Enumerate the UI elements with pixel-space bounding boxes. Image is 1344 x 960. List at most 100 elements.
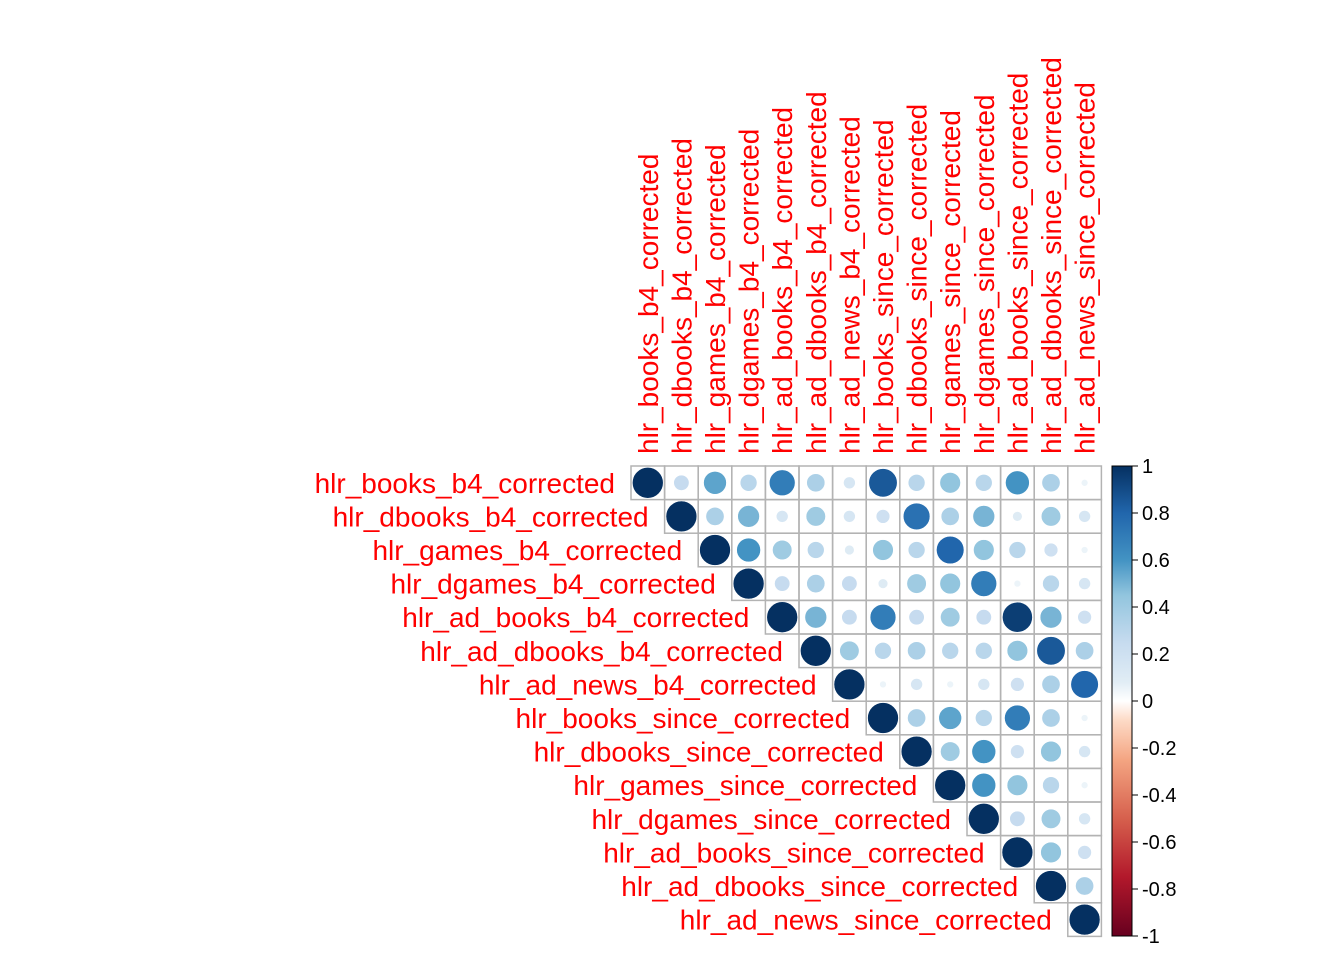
correlation-circle	[907, 708, 927, 728]
row-labels: hlr_books_b4_correctedhlr_dbooks_b4_corr…	[315, 468, 1052, 936]
row-label: hlr_ad_books_b4_corrected	[402, 602, 749, 633]
correlation-circle	[934, 769, 966, 801]
row-label: hlr_dgames_b4_corrected	[390, 569, 715, 600]
correlation-circle	[975, 474, 993, 492]
correlation-circle	[910, 678, 923, 691]
column-label: hlr_games_b4_corrected	[700, 144, 731, 454]
correlation-circle	[1040, 808, 1062, 829]
correlation-circle	[1006, 774, 1029, 796]
correlation-circle	[775, 510, 789, 523]
correlation-circle	[1042, 776, 1060, 794]
column-label: hlr_games_since_corrected	[935, 110, 966, 454]
correlation-circle	[1012, 511, 1023, 522]
correlation-circle	[940, 506, 960, 526]
column-label: hlr_ad_books_since_corrected	[1002, 73, 1033, 454]
correlation-circle	[1040, 506, 1062, 527]
correlation-circle	[1006, 640, 1029, 662]
correlation-circle	[946, 680, 954, 689]
row-label: hlr_ad_news_b4_corrected	[479, 669, 817, 700]
correlation-circle	[705, 506, 725, 526]
correlation-circle	[841, 575, 858, 592]
correlation-circle	[869, 603, 897, 631]
correlation-circle	[1078, 577, 1091, 590]
correlation-circles	[632, 467, 1101, 936]
correlation-circle	[1010, 744, 1025, 759]
row-label: hlr_ad_dbooks_since_corrected	[621, 871, 1018, 902]
correlation-circle	[833, 668, 866, 701]
correlation-circle	[900, 735, 933, 768]
row-label: hlr_ad_news_since_corrected	[680, 905, 1052, 936]
correlation-circle	[804, 605, 828, 629]
correlation-circle	[1078, 745, 1091, 758]
colorbar-tick-label: -0.6	[1142, 832, 1176, 854]
correlation-circle	[739, 474, 758, 492]
correlation-circle	[1077, 845, 1092, 860]
column-labels: hlr_books_b4_corrected hlr_dbooks_b4_corr…	[633, 57, 1101, 454]
correlation-circle	[874, 642, 892, 660]
correlation-circle	[699, 534, 731, 566]
correlation-circle	[768, 469, 796, 497]
correlation-circle	[1075, 641, 1095, 661]
correlation-circle	[907, 641, 927, 661]
correlation-circle	[1080, 714, 1089, 722]
correlation-circle	[941, 642, 959, 660]
colorbar-tick-label: -1	[1142, 926, 1160, 948]
correlation-circle	[1041, 708, 1061, 728]
colorbar: 1 0.8 0.6 0.4 0.2 0 -0.2 -0.4 -0.6 -0.8 -1	[1111, 456, 1176, 948]
correlation-circle	[1009, 810, 1026, 827]
row-label: hlr_games_b4_corrected	[372, 535, 682, 566]
correlation-circle	[1043, 542, 1059, 558]
row-label: hlr_dbooks_since_corrected	[534, 737, 884, 768]
correlation-circle	[766, 601, 798, 633]
correlation-circle	[1041, 674, 1061, 694]
correlation-circle	[1040, 841, 1062, 864]
correlation-circle	[1077, 609, 1092, 625]
colorbar-tick-label: 0	[1142, 691, 1153, 713]
column-label: hlr_ad_news_b4_corrected	[834, 116, 865, 454]
correlation-circle	[975, 709, 993, 727]
correlation-circle	[772, 539, 793, 561]
correlation-circle	[938, 706, 962, 730]
correlation-circle	[1036, 636, 1066, 666]
correlation-circle	[841, 609, 858, 626]
correlation-circle	[805, 506, 826, 527]
correlation-circle	[1078, 812, 1091, 826]
correlation-circle	[906, 573, 927, 594]
correlation-circle	[1013, 579, 1022, 588]
column-label: hlr_ad_news_since_corrected	[1070, 82, 1101, 454]
colorbar-tick-label: -0.4	[1142, 785, 1176, 807]
correlation-circle	[971, 772, 997, 798]
correlation-circle	[867, 702, 899, 734]
correlation-circle	[1035, 870, 1067, 902]
row-label: hlr_dbooks_b4_corrected	[333, 501, 649, 532]
correlation-circle	[868, 468, 898, 498]
correlation-circle	[1001, 836, 1034, 869]
colorbar-tick-label: 0.8	[1142, 503, 1170, 525]
correlation-circle	[1078, 510, 1091, 523]
column-label: hlr_dbooks_since_corrected	[902, 104, 933, 454]
correlation-circle	[1039, 605, 1063, 629]
correlation-circle	[977, 678, 991, 691]
correlation-circle	[1041, 473, 1061, 493]
correlation-circle	[971, 739, 997, 764]
column-label: hlr_dgames_b4_corrected	[734, 129, 765, 454]
correlation-circle	[939, 572, 961, 595]
correlation-circle	[1080, 781, 1089, 789]
column-label: hlr_dgames_since_corrected	[969, 94, 1000, 454]
correlation-circle	[975, 609, 992, 626]
correlation-circle	[737, 505, 760, 528]
correlation-circle	[843, 510, 856, 523]
correlation-circle	[1008, 541, 1027, 559]
colorbar-tick-label: 1	[1142, 456, 1153, 478]
correlation-circle	[940, 607, 961, 628]
row-label: hlr_dgames_since_corrected	[591, 804, 951, 835]
column-label: hlr_books_since_corrected	[868, 119, 899, 454]
matrix-cell	[1067, 902, 1103, 938]
correlation-circle	[1010, 677, 1025, 692]
row-label: hlr_ad_dbooks_b4_corrected	[420, 636, 783, 667]
colorbar-tick-label: 0.2	[1142, 644, 1170, 666]
column-label: hlr_books_b4_corrected	[633, 154, 664, 454]
row-label: hlr_ad_books_since_corrected	[603, 837, 984, 868]
correlation-circle	[872, 539, 894, 561]
colorbar-gradient	[1111, 465, 1133, 937]
